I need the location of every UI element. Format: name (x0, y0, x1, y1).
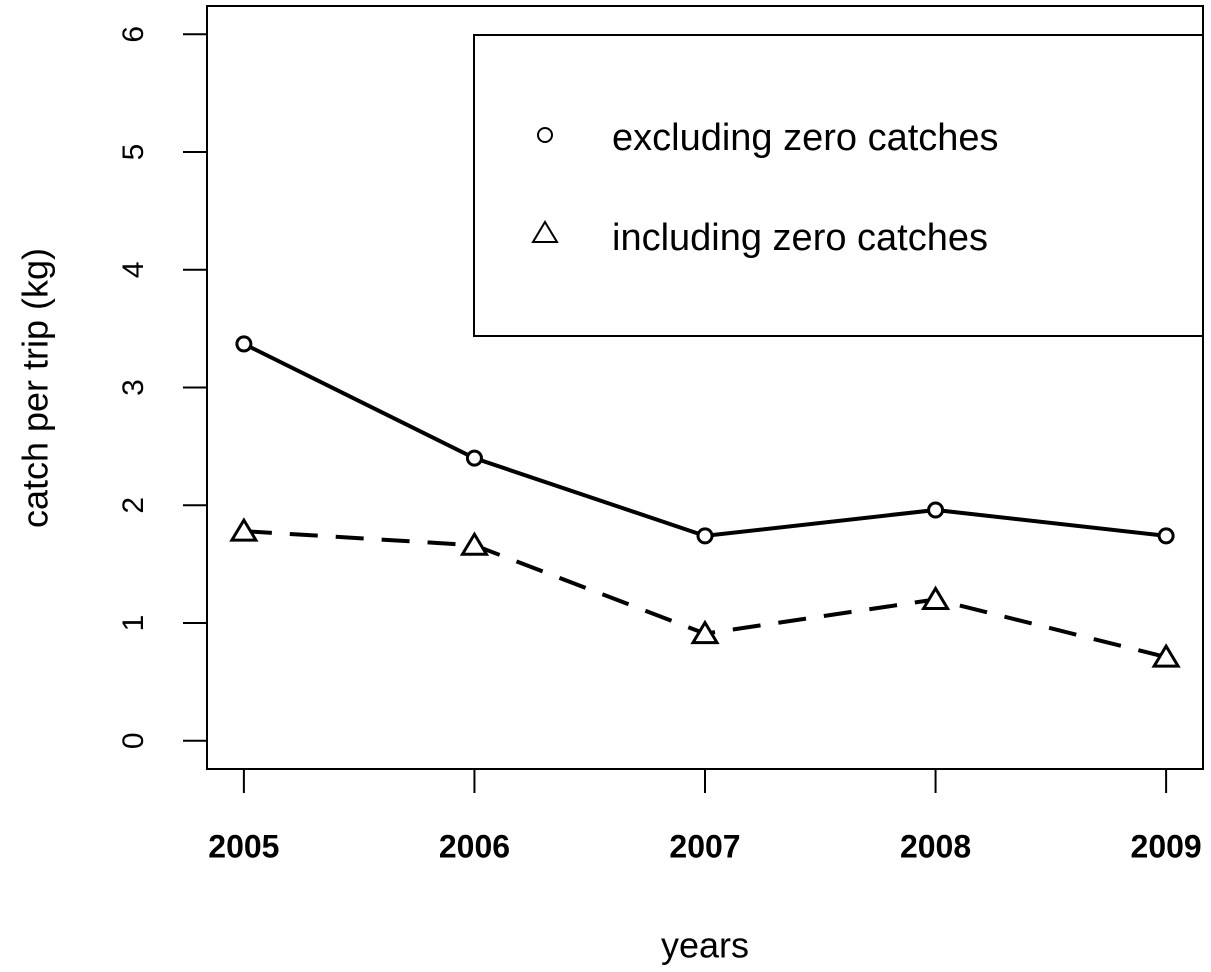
y-tick-label: 1 (117, 615, 150, 632)
x-tick-label: 2009 (1131, 828, 1202, 864)
data-point (1157, 527, 1175, 545)
data-point (465, 449, 483, 467)
legend-marker (537, 127, 553, 143)
y-tick-label: 3 (117, 379, 150, 396)
legend-label: excluding zero catches (612, 117, 999, 159)
y-tick-label: 5 (117, 144, 150, 161)
y-tick-label: 0 (117, 732, 150, 749)
x-tick-label: 2006 (439, 828, 510, 864)
legend-marker (531, 220, 559, 243)
y-tick-label: 2 (117, 497, 150, 514)
data-point (459, 531, 490, 556)
legend-label: including zero catches (612, 217, 988, 259)
y-tick-label: 6 (117, 26, 150, 43)
x-tick-label: 2005 (208, 828, 279, 864)
data-point (696, 527, 714, 545)
series-line (243, 342, 1167, 538)
y-tick-label: 4 (117, 261, 150, 278)
legend-box (473, 34, 1204, 337)
data-point (235, 335, 253, 353)
y-axis-label: catch per trip (kg) (15, 248, 56, 528)
data-point (920, 585, 951, 610)
x-tick-label: 2007 (669, 828, 740, 864)
data-point (1151, 643, 1181, 668)
data-point (229, 517, 259, 542)
data-point (927, 501, 945, 519)
data-point (690, 619, 720, 645)
x-axis-label: years (661, 925, 749, 966)
x-tick-label: 2008 (900, 828, 971, 864)
